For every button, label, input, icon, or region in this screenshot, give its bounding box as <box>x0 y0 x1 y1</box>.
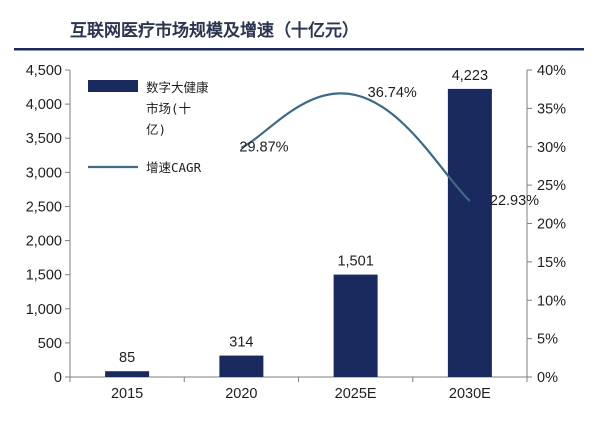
y-left-tick-label: 3,500 <box>26 131 62 147</box>
x-tick-label: 2020 <box>225 386 257 402</box>
cagr-point-label: 22.93% <box>490 193 539 209</box>
cagr-point-label: 36.74% <box>368 85 417 101</box>
bar-2030E <box>447 88 492 377</box>
bar-value-label: 314 <box>229 335 253 351</box>
bar-value-label: 85 <box>119 350 135 366</box>
x-tick-label: 2025E <box>335 386 377 402</box>
y-left-tick-label: 4,000 <box>26 97 62 113</box>
y-right-tick-label: 15% <box>537 255 566 271</box>
bar-2020 <box>219 355 264 377</box>
cagr-line <box>240 92 471 202</box>
y-left-tick-label: 0 <box>54 370 62 386</box>
y-left-tick-label: 500 <box>38 336 62 352</box>
y-right-tick-label: 30% <box>537 140 566 156</box>
plot-area: 0 500 1,000 1,500 2,000 2,500 3,000 3,500 4,000 4… <box>26 63 566 402</box>
y-right-tick-label: 40% <box>537 63 566 79</box>
y-left-tick-label: 1,500 <box>26 268 62 284</box>
y-left-tick-label: 1,000 <box>26 302 62 318</box>
y-right-tick-label: 20% <box>537 217 566 233</box>
cagr-point-label: 29.87% <box>239 140 288 156</box>
bar-value-label: 1,501 <box>337 254 373 270</box>
x-tick-label: 2015 <box>111 386 143 402</box>
bar-2025E <box>333 274 378 377</box>
y-right-tick-label: 0% <box>537 370 558 386</box>
y-right-tick-label: 10% <box>537 293 566 309</box>
y-left-tick-label: 4,500 <box>26 63 62 79</box>
legend-bar-label: 亿) <box>146 122 166 137</box>
legend-bar-label: 市场(十 <box>146 101 191 116</box>
legend-bar-swatch <box>88 80 138 92</box>
y-right-tick-label: 35% <box>537 101 566 117</box>
bar-value-label: 4,223 <box>452 68 488 84</box>
y-right-tick-label: 5% <box>537 332 558 348</box>
y-left-tick-label: 2,500 <box>26 199 62 215</box>
chart-title: 互联网医疗市场规模及增速（十亿元） <box>70 20 359 41</box>
x-tick-label: 2030E <box>449 386 491 402</box>
legend-bar-label: 数字大健康 <box>146 80 209 95</box>
y-left-tick-label: 2,000 <box>26 234 62 250</box>
bar-2015 <box>105 371 150 377</box>
title-rule <box>14 48 584 51</box>
y-right-tick-label: 25% <box>537 178 566 194</box>
y-left-tick-label: 3,000 <box>26 165 62 181</box>
legend-line-label: 增速CAGR <box>146 160 202 175</box>
